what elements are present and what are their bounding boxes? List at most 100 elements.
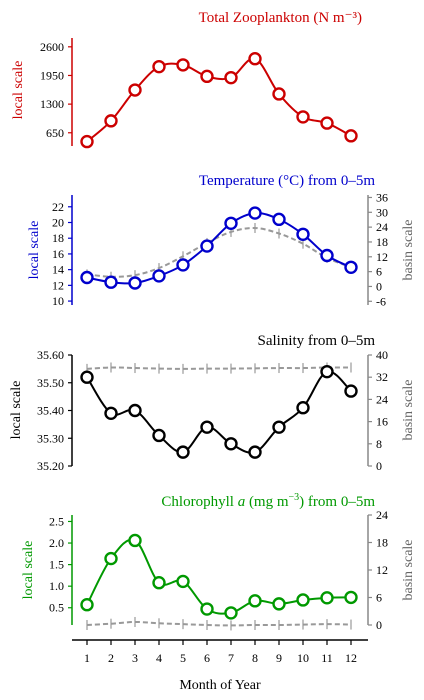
salinity-y-tick-label: 35.50 bbox=[37, 376, 64, 390]
zooplankton-data-point bbox=[128, 83, 142, 97]
x-tick-label: 12 bbox=[345, 651, 357, 665]
zooplankton-title: Total Zooplankton (N m⁻³) bbox=[199, 10, 362, 26]
temperature-y2-tick-label: 30 bbox=[376, 205, 388, 219]
x-tick-label: 8 bbox=[252, 651, 258, 665]
zooplankton-data-point bbox=[152, 59, 166, 74]
salinity-data-point bbox=[248, 445, 262, 459]
salinity-y-tick-label: 35.60 bbox=[37, 348, 64, 362]
chlorophyll-y2-tick-label: 12 bbox=[376, 563, 388, 577]
salinity-y2-tick-label: 8 bbox=[376, 437, 382, 451]
panel-chlorophyll: Chlorophyll a (mg m−3) from 0–5m 0.5 1.0 1… bbox=[21, 492, 416, 632]
temperature-y2-tick-label: 6 bbox=[376, 265, 382, 279]
temperature-data-point bbox=[152, 269, 166, 283]
temperature-y2-tick-label: 18 bbox=[376, 235, 388, 249]
x-tick-label: 1 bbox=[84, 651, 90, 665]
temperature-y2-label: basin scale bbox=[401, 219, 416, 280]
temperature-data-point bbox=[344, 260, 358, 274]
temperature-y2-tick-label: 36 bbox=[376, 190, 388, 204]
chlorophyll-data-point bbox=[272, 597, 286, 611]
salinity-y2-tick-label: 40 bbox=[376, 348, 388, 362]
x-tick-label: 7 bbox=[228, 651, 234, 665]
temperature-y-label: local scale bbox=[27, 221, 42, 280]
x-tick-label: 2 bbox=[108, 651, 114, 665]
panel-temperature: Temperature (°C) from 0–5m 1012141618202… bbox=[27, 173, 416, 308]
temperature-data-point bbox=[128, 276, 142, 290]
chlorophyll-y2-tick-label: 6 bbox=[376, 591, 382, 605]
x-ticks: 1 2 3 4 5 6 7 8 9 10 11 12 bbox=[84, 640, 357, 665]
chlorophyll-y-label: local scale bbox=[21, 541, 36, 600]
chlorophyll-title: Chlorophyll a (mg m−3) from 0–5m bbox=[161, 492, 375, 510]
salinity-data-point bbox=[80, 370, 94, 384]
zooplankton-data-point bbox=[200, 69, 214, 84]
temperature-data-point bbox=[272, 212, 286, 227]
chlorophyll-y-tick-label: 1.5 bbox=[49, 558, 64, 572]
zooplankton-series bbox=[80, 52, 358, 149]
salinity-y2-tick-label: 32 bbox=[376, 370, 388, 384]
salinity-y2-tick-label: 16 bbox=[376, 415, 388, 429]
temperature-y-tick-label: 18 bbox=[52, 231, 64, 245]
chlorophyll-series bbox=[80, 533, 358, 631]
temperature-y2-tick-label: -6 bbox=[376, 294, 386, 308]
salinity-y-ticks: 35.20 35.30 35.40 35.50 35.60 bbox=[37, 348, 72, 473]
salinity-title: Salinity from 0–5m bbox=[258, 333, 376, 349]
temperature-y2-tick-label: 12 bbox=[376, 250, 388, 264]
chlorophyll-data-point bbox=[104, 551, 118, 566]
temperature-y-tick-label: 20 bbox=[52, 216, 64, 230]
salinity-data-point bbox=[200, 420, 214, 434]
temperature-y2-tick-label: 0 bbox=[376, 279, 382, 293]
salinity-local-line bbox=[86, 370, 352, 454]
zooplankton-data-point bbox=[248, 52, 262, 66]
panel-zooplankton: Total Zooplankton (N m⁻³) 650 1300 1950 260… bbox=[11, 10, 362, 149]
salinity-data-point bbox=[152, 428, 166, 443]
zooplankton-y-tick-label: 1950 bbox=[40, 68, 64, 82]
temperature-data-point bbox=[104, 275, 118, 289]
zooplankton-y-label: local scale bbox=[11, 61, 26, 120]
temperature-title: Temperature (°C) from 0–5m bbox=[199, 173, 375, 189]
zooplankton-data-point bbox=[272, 87, 286, 101]
zooplankton-data-point bbox=[80, 134, 94, 149]
x-tick-label: 3 bbox=[132, 651, 138, 665]
chlorophyll-data-point bbox=[248, 594, 262, 608]
temperature-data-point bbox=[248, 206, 262, 220]
salinity-y2-tick-label: 0 bbox=[376, 459, 382, 473]
chlorophyll-y-tick-label: 0.5 bbox=[49, 601, 64, 615]
salinity-data-point bbox=[176, 445, 190, 459]
chlorophyll-data-point bbox=[152, 576, 166, 590]
salinity-data-point bbox=[224, 437, 238, 451]
zooplankton-y-ticks: 650 1300 1950 2600 bbox=[40, 40, 72, 140]
temperature-data-point bbox=[200, 239, 214, 253]
x-tick-label: 6 bbox=[204, 651, 210, 665]
chlorophyll-data-point bbox=[224, 606, 238, 620]
zooplankton-data-point bbox=[224, 70, 238, 85]
chlorophyll-y2-tick-label: 0 bbox=[376, 618, 382, 632]
chlorophyll-data-point bbox=[128, 533, 142, 548]
temperature-data-point bbox=[176, 258, 190, 272]
salinity-data-point bbox=[104, 406, 118, 420]
x-axis-label: Month of Year bbox=[179, 678, 261, 693]
salinity-y-tick-label: 35.40 bbox=[37, 404, 64, 418]
chlorophyll-y2-label: basin scale bbox=[401, 539, 416, 600]
salinity-data-point bbox=[296, 401, 310, 415]
salinity-data-point bbox=[344, 384, 358, 398]
zooplankton-data-point bbox=[104, 114, 118, 128]
temperature-data-point bbox=[320, 248, 334, 263]
chlorophyll-data-point bbox=[344, 590, 358, 605]
salinity-y-tick-label: 35.20 bbox=[37, 459, 64, 473]
salinity-y-label: local scale bbox=[9, 381, 24, 440]
chlorophyll-y-tick-label: 2.5 bbox=[49, 514, 64, 528]
x-tick-label: 5 bbox=[180, 651, 186, 665]
month-axis: 1 2 3 4 5 6 7 8 9 10 11 12 Month of Year bbox=[72, 639, 368, 693]
panel-salinity: Salinity from 0–5m 35.2035.3035.4035.503… bbox=[9, 333, 416, 473]
chlorophyll-local-line bbox=[86, 538, 352, 615]
salinity-y2-label: basin scale bbox=[401, 379, 416, 440]
chlorophyll-data-point bbox=[320, 591, 334, 605]
temperature-data-point bbox=[80, 270, 94, 285]
x-tick-label: 4 bbox=[156, 651, 162, 665]
chlorophyll-data-point bbox=[176, 574, 190, 589]
zooplankton-data-point bbox=[176, 58, 190, 72]
chlorophyll-data-point bbox=[296, 593, 310, 607]
chlorophyll-data-point bbox=[200, 602, 214, 616]
zooplankton-data-point bbox=[320, 116, 334, 130]
